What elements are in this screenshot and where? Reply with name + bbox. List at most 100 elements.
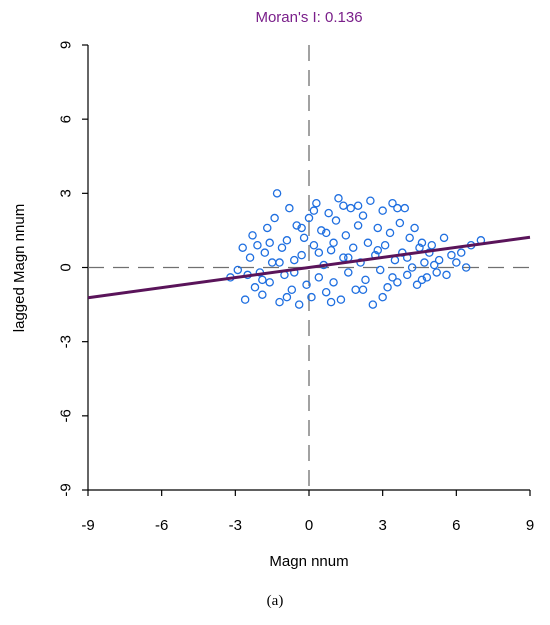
y-tick-label: 0: [58, 263, 75, 271]
data-point: [373, 245, 383, 255]
x-tick-label: 6: [452, 517, 460, 534]
data-point: [339, 253, 348, 262]
data-point: [292, 221, 301, 230]
data-point: [309, 240, 319, 250]
data-point: [412, 280, 422, 290]
data-point: [240, 295, 250, 304]
data-point: [452, 258, 461, 267]
data-point: [299, 233, 309, 243]
data-point: [329, 278, 338, 287]
data-points: [226, 189, 486, 309]
data-point: [461, 263, 471, 272]
data-point: [346, 203, 355, 213]
data-point: [378, 292, 387, 302]
data-point: [331, 216, 341, 225]
data-point: [238, 243, 247, 252]
data-point: [314, 248, 324, 257]
data-point: [341, 231, 351, 240]
data-point: [348, 243, 358, 252]
data-point: [417, 275, 427, 285]
data-point: [434, 255, 444, 265]
data-point: [302, 280, 311, 290]
data-point: [447, 250, 456, 260]
data-point: [304, 213, 314, 223]
data-point: [258, 290, 267, 299]
x-tick-label: -3: [229, 517, 242, 534]
data-point: [250, 283, 260, 292]
data-point: [263, 223, 272, 233]
data-point: [285, 203, 294, 213]
figure-caption: (a): [267, 593, 284, 609]
data-point: [432, 268, 441, 277]
data-point: [405, 233, 414, 243]
data-point: [336, 295, 346, 304]
data-point: [282, 292, 292, 302]
data-point: [353, 221, 363, 230]
data-point: [400, 203, 410, 213]
data-point: [265, 278, 274, 287]
x-tick-label: 9: [526, 517, 534, 534]
x-tick-label: 0: [305, 517, 313, 534]
data-point: [326, 297, 336, 307]
data-point: [429, 260, 439, 270]
data-point: [309, 206, 319, 215]
regression-line: [87, 235, 531, 300]
data-point: [380, 240, 390, 250]
data-point: [277, 243, 287, 252]
data-point: [442, 270, 451, 280]
data-point: [248, 231, 257, 240]
data-point: [388, 273, 397, 282]
data-point: [385, 228, 395, 238]
x-ticks: -9 -6 -3 0 3 6 9: [81, 490, 534, 534]
x-tick-label: -9: [81, 517, 94, 534]
data-point: [275, 297, 284, 307]
data-point: [267, 258, 277, 267]
y-ticks: -9 -6 -3 0 3 6 9: [58, 41, 88, 497]
data-point: [314, 273, 324, 282]
data-point: [375, 265, 385, 275]
data-point: [321, 287, 331, 297]
y-tick-label: 3: [58, 189, 75, 197]
data-point: [378, 206, 387, 215]
regression-line-group: [87, 235, 531, 300]
data-point: [427, 240, 437, 250]
data-point: [361, 275, 370, 285]
data-point: [275, 258, 284, 267]
y-axis-label: lagged Magn nnum: [11, 204, 28, 332]
data-point: [258, 275, 267, 285]
data-point: [422, 273, 432, 282]
data-point: [344, 268, 353, 277]
data-point: [358, 211, 368, 220]
data-point: [366, 196, 375, 205]
data-point: [272, 189, 282, 198]
data-point: [329, 238, 338, 248]
data-point: [456, 248, 466, 257]
data-point: [282, 236, 292, 245]
y-tick-label: 9: [58, 41, 75, 49]
data-point: [253, 240, 262, 250]
data-point: [398, 248, 407, 257]
data-point: [287, 285, 297, 294]
data-point: [344, 253, 353, 262]
data-point: [351, 285, 360, 294]
data-point: [410, 223, 419, 233]
data-point: [388, 198, 397, 208]
data-point: [395, 218, 405, 228]
x-tick-label: -6: [155, 517, 168, 534]
data-point: [339, 201, 348, 210]
data-point: [260, 248, 270, 257]
data-point: [321, 228, 331, 238]
data-point: [270, 213, 279, 223]
data-point: [420, 258, 429, 267]
data-point: [324, 208, 333, 218]
data-point: [383, 283, 392, 292]
data-point: [407, 263, 417, 272]
x-axis-label: Magn nnum: [269, 553, 348, 570]
data-point: [393, 278, 402, 287]
data-point: [265, 238, 274, 248]
data-point: [363, 238, 373, 248]
data-point: [326, 245, 336, 255]
data-point: [297, 250, 306, 260]
data-point: [393, 203, 402, 213]
